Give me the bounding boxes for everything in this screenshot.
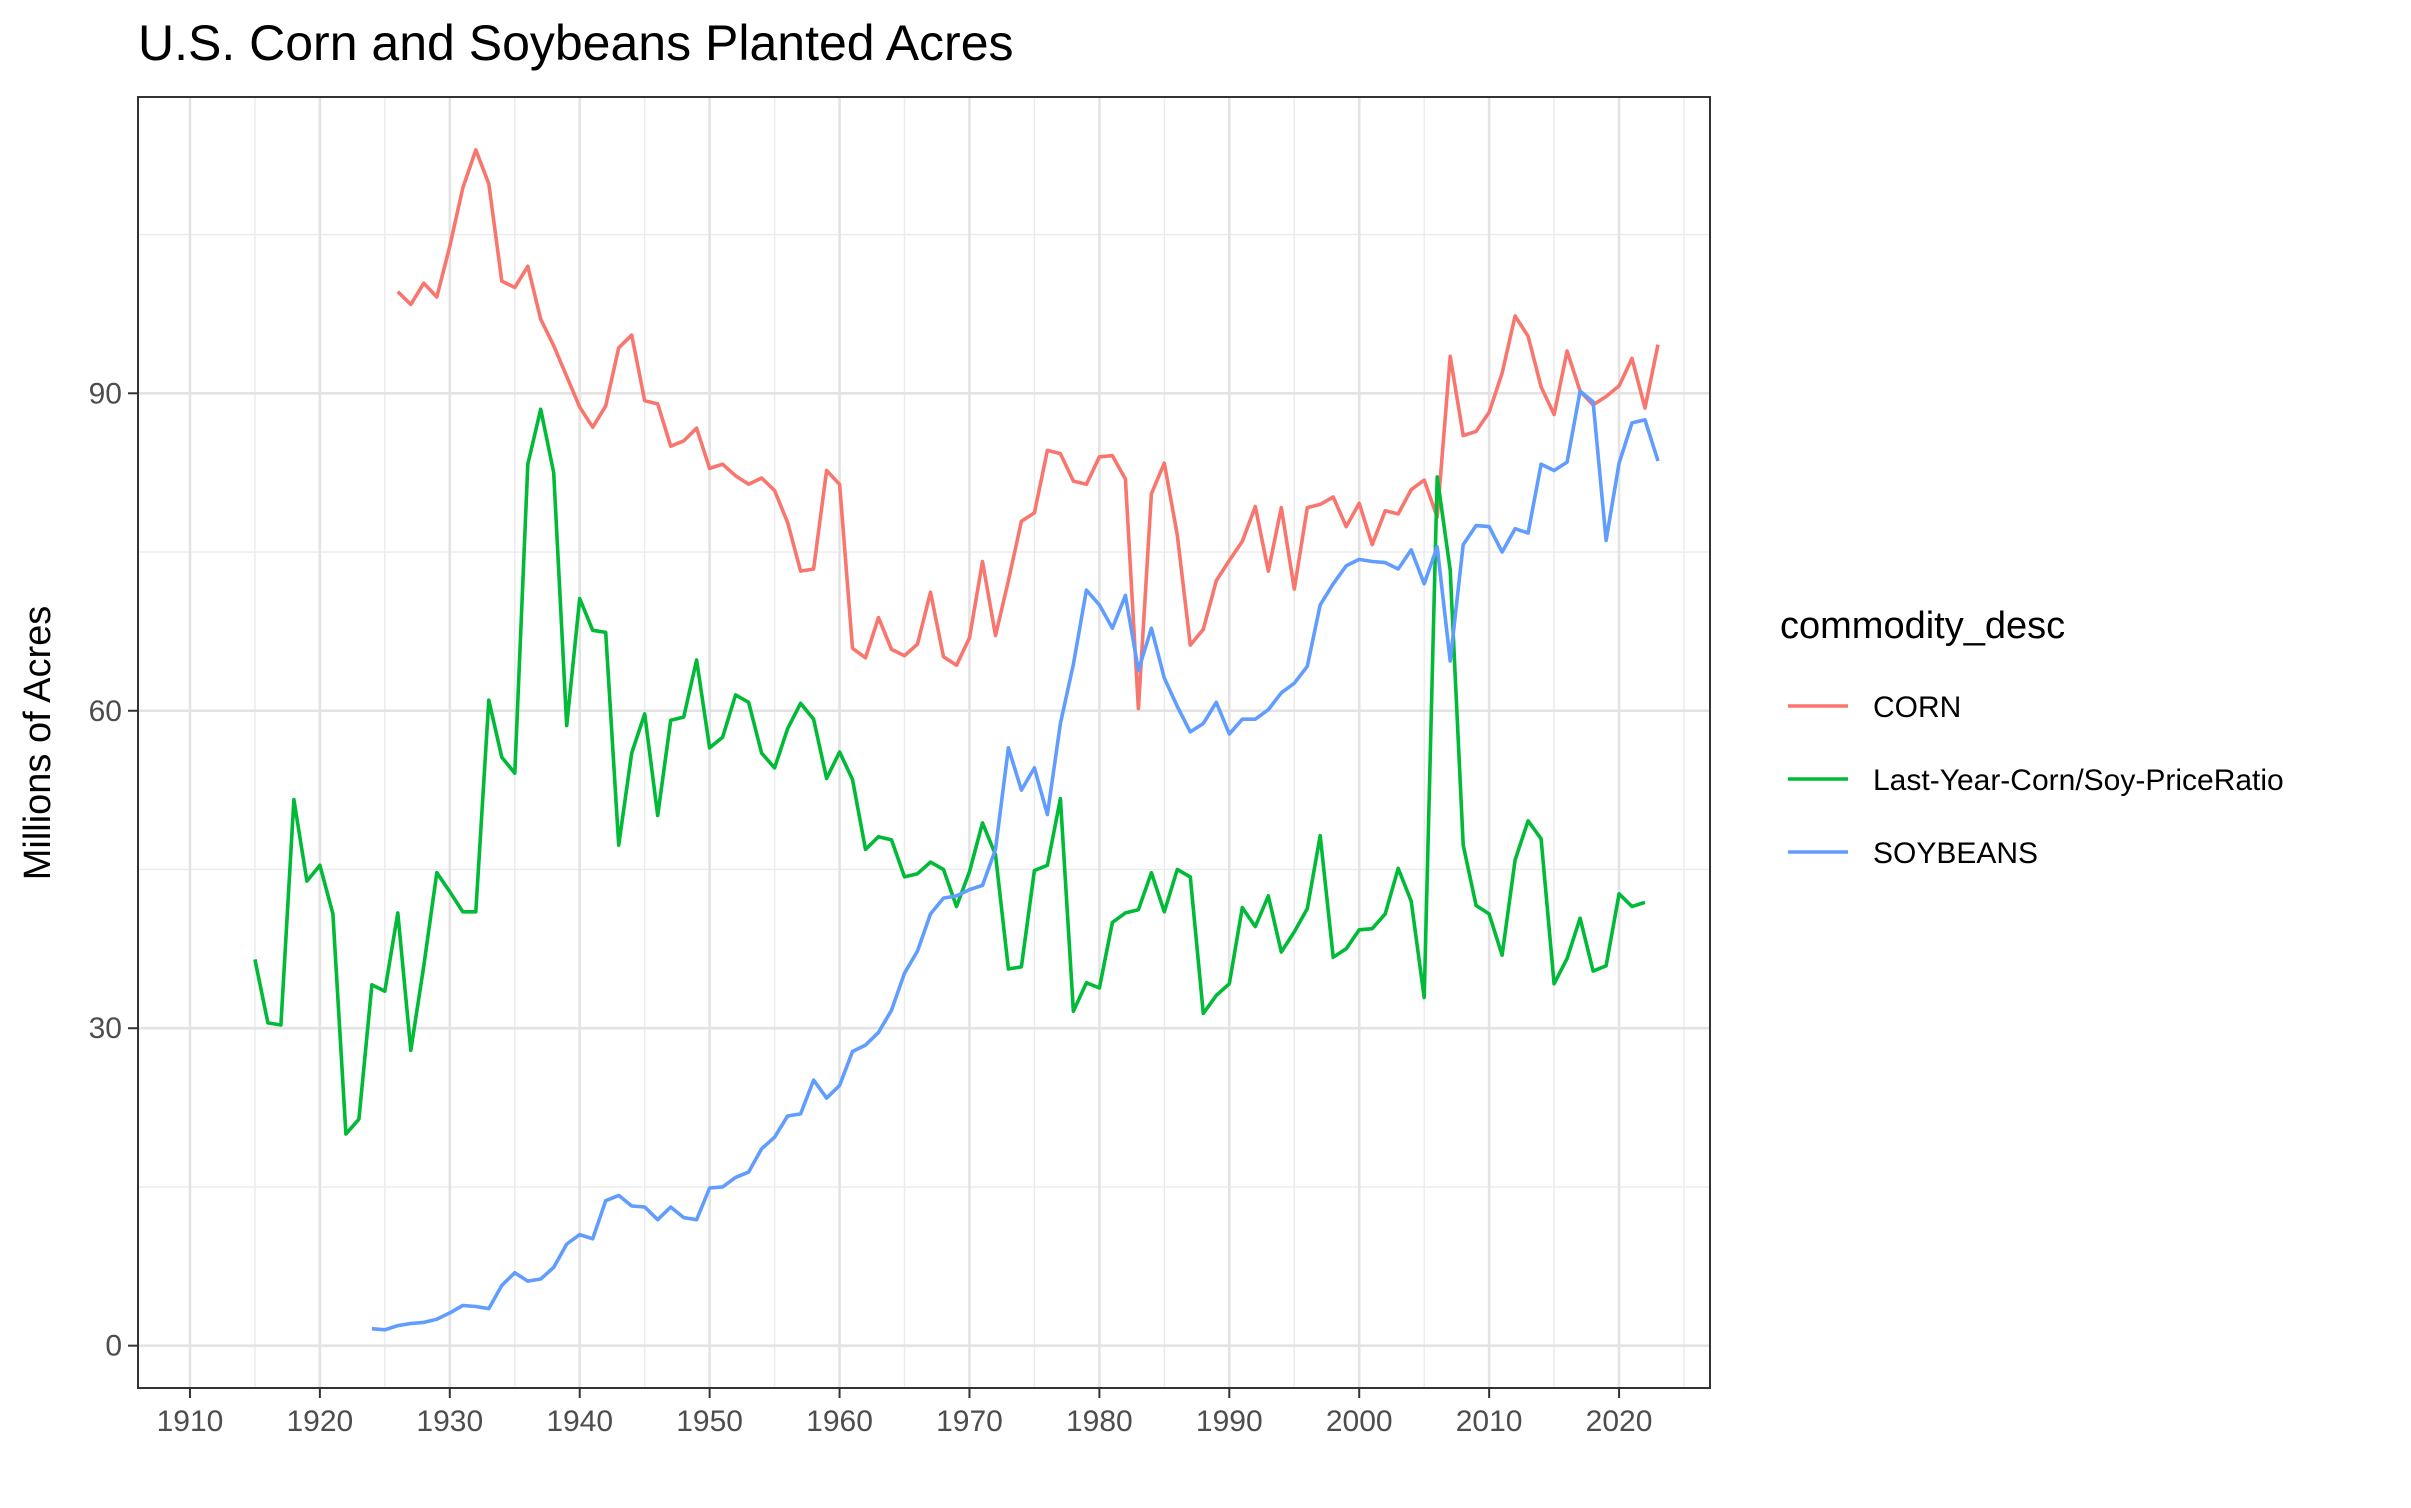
x-tick-label: 1950 (676, 1405, 743, 1438)
x-tick-label: 1960 (806, 1405, 873, 1438)
major-gridlines (138, 97, 1710, 1388)
x-tick-label: 1930 (416, 1405, 483, 1438)
x-tick-label: 2000 (1326, 1405, 1393, 1438)
legend-label: CORN (1873, 691, 1961, 724)
x-tick-label: 1940 (546, 1405, 613, 1438)
legend-items: CORN Last-Year-Corn/Soy-PriceRatio SOYBEAN… (1788, 691, 2284, 870)
series-line-corn (396, 148, 1660, 711)
x-tick-label: 2010 (1456, 1405, 1523, 1438)
y-axis: 0 30 60 90 (89, 377, 138, 1363)
x-tick-label: 1980 (1066, 1405, 1133, 1438)
y-tick-label: 60 (89, 695, 122, 728)
plot-panel-border (137, 96, 1711, 1389)
x-tick-label: 1910 (157, 1405, 224, 1438)
y-tick-label: 0 (105, 1330, 122, 1363)
legend-label: SOYBEANS (1873, 837, 2038, 870)
plot-panel (138, 97, 1710, 1388)
chart-title: U.S. Corn and Soybeans Planted Acres (138, 15, 1014, 71)
x-axis: 1910 1920 1930 1940 1950 1960 1970 1980 1990 2000… (157, 1388, 1653, 1438)
series-lines (253, 148, 1660, 1332)
x-tick-label: 2020 (1586, 1405, 1653, 1438)
legend-title: commodity_desc (1780, 605, 2065, 647)
legend: commodity_desc CORN Last-Year-Corn/Soy-Pr… (1780, 605, 2284, 870)
series-line-last-year-corn-soy-priceratio (253, 407, 1646, 1136)
legend-label: Last-Year-Corn/Soy-PriceRatio (1873, 764, 2284, 797)
y-tick-label: 90 (89, 377, 122, 410)
series-line-soybeans (371, 389, 1660, 1332)
x-tick-label: 1970 (936, 1405, 1003, 1438)
x-tick-label: 1990 (1196, 1405, 1263, 1438)
y-tick-label: 30 (89, 1012, 122, 1045)
x-tick-label: 1920 (287, 1405, 354, 1438)
y-axis-title: Millions of Acres (17, 606, 59, 881)
